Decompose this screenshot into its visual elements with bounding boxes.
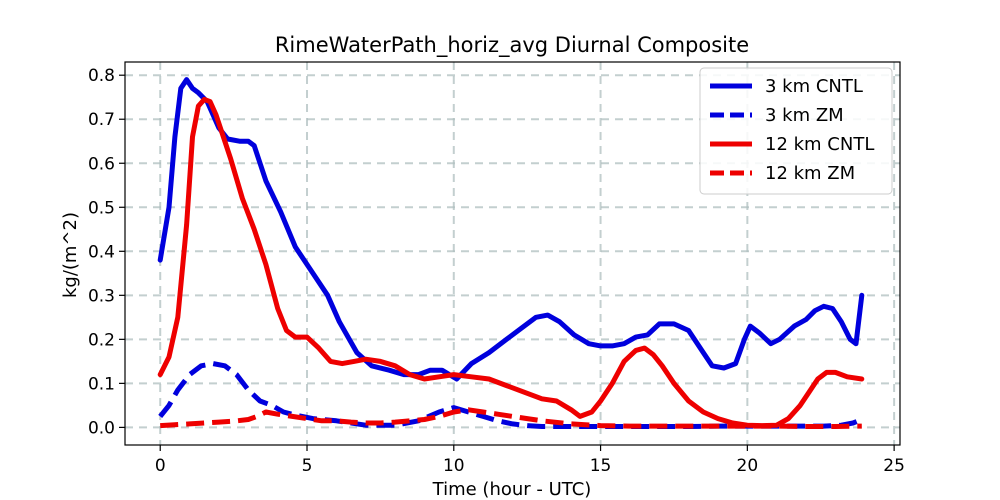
y-tick-label: 0.4 — [88, 242, 115, 262]
legend-entry-label: 12 km CNTL — [765, 134, 874, 155]
plot-frame — [124, 61, 901, 446]
series-line-4 — [160, 407, 862, 429]
legend-box — [699, 67, 893, 195]
legend-entry-label: 3 km CNTL — [765, 76, 863, 97]
x-tick-label: 10 — [443, 456, 465, 476]
y-tick-label: 0.5 — [88, 198, 115, 218]
y-tick-label: 0.8 — [88, 66, 115, 86]
x-tick-label: 20 — [737, 456, 759, 476]
x-tick-label: 25 — [883, 456, 905, 476]
series-layer — [157, 77, 865, 429]
x-tick-label: 5 — [302, 456, 313, 476]
y-tick-label: 0.7 — [88, 110, 115, 130]
chart-title: RimeWaterPath_horiz_avg Diurnal Composit… — [275, 33, 749, 58]
legend-entry-label: 12 km ZM — [765, 163, 855, 184]
y-tick-label: 0.6 — [88, 154, 115, 174]
y-tick-label: 0.2 — [88, 330, 115, 350]
x-tick-label: 0 — [155, 456, 166, 476]
legend-entry-label: 3 km ZM — [765, 105, 844, 126]
legend: 3 km CNTL 3 km ZM 12 km CNTL 12 km ZM — [699, 67, 893, 195]
y-tick-label: 0.1 — [88, 374, 115, 394]
series-line-3 — [157, 96, 865, 429]
y-tick-label: 0.0 — [88, 418, 115, 438]
y-axis-label: kg/(m^2) — [60, 212, 81, 298]
y-tick-label: 0.3 — [88, 286, 115, 306]
ticks: 0 5 10 15 20 25 0.0 0.1 0.2 0.3 0.4 0.5 0.6 0.7 0.8 — [88, 66, 905, 476]
x-axis-label: Time (hour - UTC) — [432, 479, 592, 500]
series-line-1 — [157, 77, 865, 382]
x-tick-label: 15 — [590, 456, 612, 476]
